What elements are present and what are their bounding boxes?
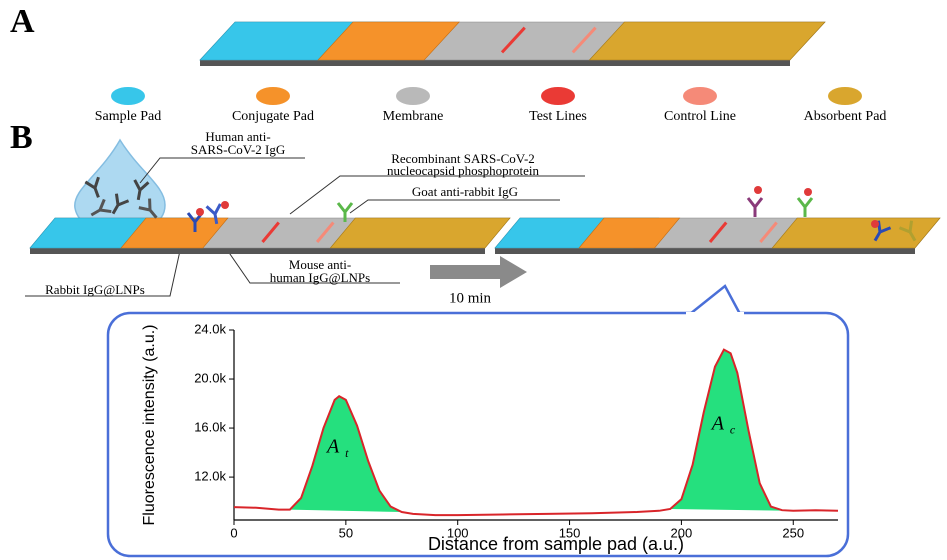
- nanoparticle: [871, 220, 879, 228]
- y-tick-label: 16.0k: [194, 420, 226, 435]
- legend-swatch: [828, 87, 862, 105]
- absorbent-pad: [772, 218, 940, 248]
- strip-edge: [495, 248, 915, 254]
- y-tick-label: 24.0k: [194, 321, 226, 336]
- x-axis-label: Distance from sample pad (a.u.): [428, 534, 684, 554]
- antibody: [798, 198, 812, 217]
- legend-swatch: [111, 87, 145, 105]
- time-label: 10 min: [449, 290, 492, 306]
- antibody-shape: [748, 198, 762, 217]
- legend-label: Sample Pad: [95, 109, 162, 124]
- y-tick-label: 20.0k: [194, 370, 226, 385]
- x-tick-label: 0: [230, 525, 237, 540]
- x-tick-label: 250: [782, 525, 804, 540]
- callout-text: SARS-CoV-2 IgG: [191, 142, 286, 157]
- legend-label: Control Line: [664, 109, 736, 124]
- figure: A B Sample Pad Conjugate Pad Membrane Test …: [0, 0, 947, 560]
- callout-text: human IgG@LNPs: [270, 270, 370, 285]
- y-tick-label: 12.0k: [194, 469, 226, 484]
- callout-text: nucleocapsid phosphoprotein: [387, 163, 539, 178]
- strip-edge: [30, 248, 485, 254]
- nanoparticle: [221, 201, 229, 209]
- frame-tail: [690, 286, 740, 314]
- annotation-sub: c: [730, 423, 736, 437]
- legend-label: Test Lines: [529, 109, 587, 124]
- legend-swatch: [256, 87, 290, 105]
- page: { "panel_a": {"label": "A"}, "legend": […: [0, 0, 947, 560]
- legend-label: Absorbent Pad: [804, 109, 887, 124]
- absorbent-pad: [330, 218, 510, 248]
- x-tick-label: 50: [339, 525, 353, 540]
- panel-label: A: [10, 3, 35, 40]
- antibody-shape: [798, 198, 812, 217]
- callout-text: Goat anti-rabbit IgG: [412, 184, 518, 199]
- annotation: A: [710, 412, 725, 434]
- legend-swatch: [683, 87, 717, 105]
- legend-swatch: [541, 87, 575, 105]
- panel-label: B: [10, 119, 33, 156]
- annotation: A: [325, 436, 340, 458]
- nanoparticle: [754, 186, 762, 194]
- time-arrow: [430, 256, 527, 288]
- tail-join: [686, 312, 744, 317]
- antibody: [748, 198, 762, 217]
- absorbent-pad: [589, 22, 825, 60]
- nanoparticle: [804, 188, 812, 196]
- nanoparticle: [196, 208, 204, 216]
- callout-text: Rabbit IgG@LNPs: [45, 282, 145, 297]
- strip-edge: [200, 60, 790, 66]
- legend-label: Conjugate Pad: [232, 109, 314, 124]
- y-axis-label: Fluorescence intensity (a.u.): [141, 325, 158, 526]
- legend-swatch: [396, 87, 430, 105]
- legend-label: Membrane: [383, 109, 444, 124]
